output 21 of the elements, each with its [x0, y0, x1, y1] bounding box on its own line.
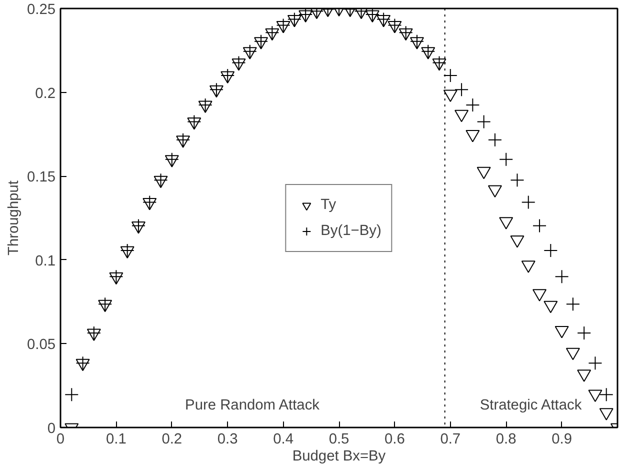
x-tick-label: 0.8 [496, 432, 516, 448]
x-tick-label: 0.6 [384, 432, 405, 448]
annotation: Strategic Attack [480, 398, 582, 414]
legend-label: By(1−By) [320, 222, 382, 238]
y-tick-label: 0.25 [26, 2, 56, 18]
x-tick-label: 0.2 [162, 432, 182, 448]
x-tick-label: 0.5 [328, 432, 350, 448]
y-tick-label: 0.15 [26, 170, 56, 186]
y-axis-title: Throughput [6, 180, 22, 256]
x-tick-label: 0.7 [440, 432, 461, 448]
annotation: Pure Random Attack [185, 398, 320, 414]
y-tick-label: 0.1 [35, 253, 56, 270]
y-tick-label: 0.2 [35, 86, 56, 102]
x-tick-label: 0.1 [106, 432, 126, 448]
x-tick-label: 0.3 [217, 432, 238, 448]
x-axis-title: Budget Bx=By [292, 448, 386, 464]
y-tick-label: 0.05 [26, 337, 56, 354]
legend-label: Ty [320, 196, 338, 212]
x-tick-label: 0.4 [273, 432, 294, 448]
y-tick-label: 0 [47, 421, 56, 437]
x-tick-label: 0.9 [552, 432, 572, 448]
